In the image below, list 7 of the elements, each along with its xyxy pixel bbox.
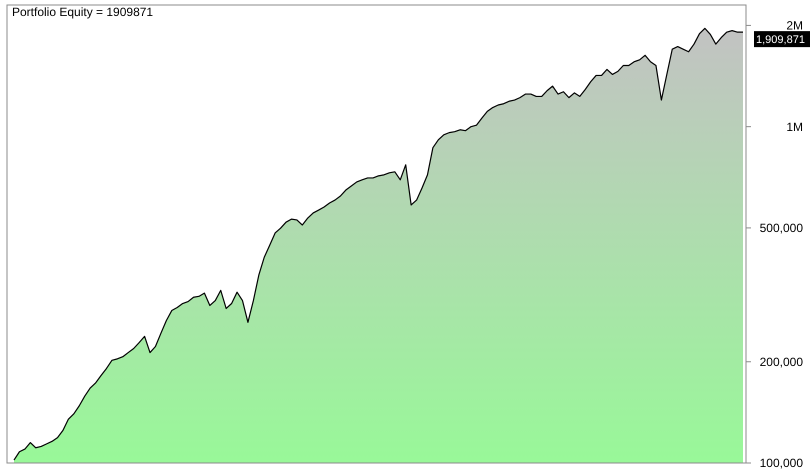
- y-tick-label: 1M: [786, 120, 803, 134]
- y-tick-label: 500,000: [760, 221, 804, 236]
- y-tick-label: 100,000: [760, 456, 804, 469]
- text: 1,909,871: [756, 34, 805, 46]
- y-tick-label: 200,000: [760, 354, 804, 369]
- y-tick-label: 2M: [786, 18, 803, 33]
- chart-title: Portfolio Equity = 1909871: [12, 5, 154, 19]
